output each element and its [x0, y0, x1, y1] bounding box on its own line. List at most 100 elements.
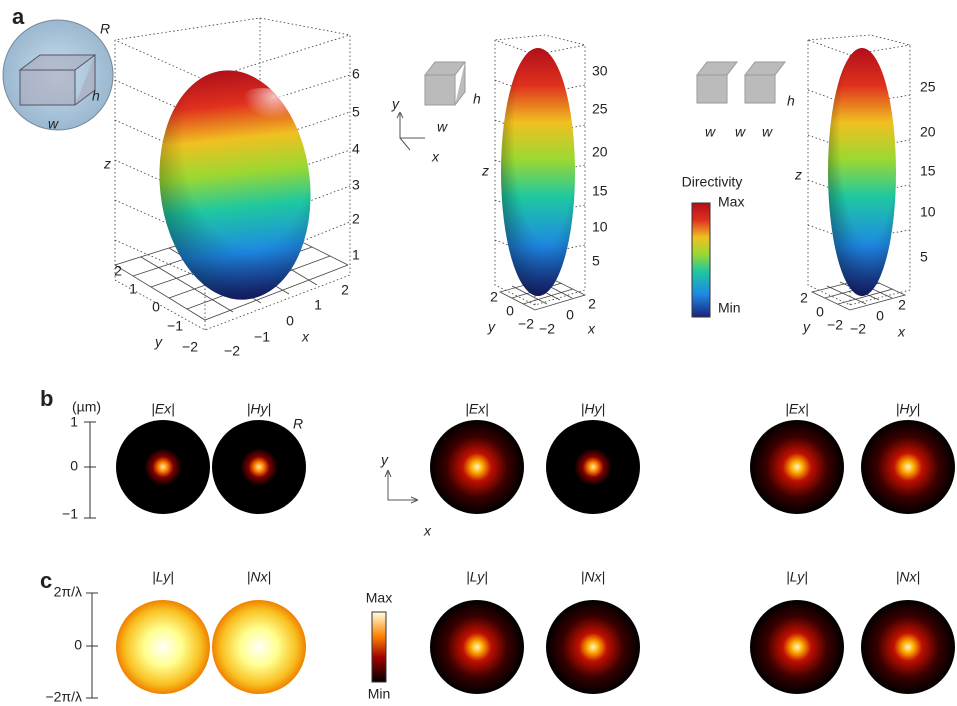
x-tick-label: −1 — [254, 329, 270, 345]
lobe-highlight — [232, 88, 292, 132]
y-axis-label: y — [802, 319, 811, 335]
field-title: |Hy| — [247, 401, 271, 417]
inset-waveguide — [425, 62, 465, 105]
y-tick-label: −2 — [182, 339, 198, 355]
coord-label: y — [391, 96, 400, 112]
y-tick-label: 0 — [152, 299, 160, 315]
field-map — [861, 420, 955, 514]
z-tick-label: 2 — [352, 211, 360, 227]
z-axis-label: z — [794, 167, 802, 183]
z-tick-label: 10 — [592, 219, 608, 235]
inset-label: w — [762, 124, 773, 140]
b-tick-label: 0 — [70, 458, 78, 474]
z-tick-label: 1 — [352, 247, 360, 263]
r-label: R — [293, 416, 303, 432]
coord-label: x — [431, 149, 440, 165]
field-map — [212, 420, 306, 514]
z-tick-label: 6 — [352, 66, 360, 82]
z-tick-label: 30 — [592, 63, 608, 79]
inset-label: w — [48, 116, 59, 132]
field-title: |Ex| — [151, 401, 175, 417]
z-tick-label: 20 — [592, 144, 608, 160]
farfield-map — [750, 600, 844, 694]
colorbar-max: Max — [366, 590, 392, 606]
inset-label: h — [92, 88, 100, 104]
x-tick-label: 1 — [314, 297, 322, 313]
field-title: |Ex| — [785, 401, 809, 417]
y-tick-label: 2 — [114, 263, 122, 279]
colorbar-min: Min — [368, 686, 391, 702]
x-tick-label: 2 — [341, 282, 349, 298]
x-axis-label: x — [897, 324, 906, 340]
y-tick-label: 2 — [490, 289, 498, 305]
colorbar-min: Min — [718, 300, 741, 316]
x-tick-label: −2 — [224, 343, 240, 359]
intensity-colorbar — [372, 612, 386, 682]
z-tick-label: 3 — [352, 177, 360, 193]
z-tick-label: 25 — [592, 101, 608, 117]
x-tick-label: −2 — [850, 321, 866, 337]
z-tick-label: 4 — [352, 141, 360, 157]
farfield-title: |Nx| — [896, 569, 920, 585]
farfield-title: |Ly| — [786, 569, 808, 585]
x-tick-label: −2 — [539, 321, 555, 337]
y-tick-label: −2 — [827, 317, 843, 333]
coord-axes — [385, 470, 418, 503]
inset-label: w — [735, 124, 746, 140]
colorbar-title: Directivity — [682, 174, 743, 190]
lobe-shading — [501, 48, 575, 296]
farfield-title: |Ly| — [152, 569, 174, 585]
colorbar-max: Max — [718, 194, 744, 210]
farfield-map — [116, 600, 210, 694]
field-map — [116, 420, 210, 514]
field-title: |Hy| — [581, 401, 605, 417]
farfield-map — [430, 600, 524, 694]
y-tick-label: 0 — [506, 303, 514, 319]
coord-axes — [397, 112, 425, 150]
z-tick-label: 10 — [920, 204, 936, 220]
coord-label: y — [380, 452, 389, 468]
farfield-map — [212, 600, 306, 694]
panel-label: a — [12, 4, 25, 29]
c-axis — [86, 593, 98, 698]
x-tick-label: 2 — [588, 296, 596, 312]
inset-label: w — [705, 124, 716, 140]
y-axis-label: y — [154, 334, 163, 350]
c-tick-label: −2π/λ — [45, 689, 82, 705]
x-axis-label: x — [301, 329, 310, 345]
y-axis-label: y — [487, 319, 496, 335]
y-tick-label: 0 — [816, 304, 824, 320]
b-tick-label: −1 — [62, 506, 78, 522]
x-tick-label: 0 — [286, 313, 294, 329]
panel-label: b — [40, 386, 53, 411]
farfield-title: |Ly| — [466, 569, 488, 585]
z-tick-label: 5 — [920, 249, 928, 265]
inset-label: w — [437, 119, 448, 135]
directivity-colorbar — [692, 203, 710, 317]
farfield-map — [861, 600, 955, 694]
y-tick-label: −1 — [167, 318, 183, 334]
z-axis-label: z — [103, 156, 111, 172]
lobe-shading — [828, 48, 896, 296]
coord-label: x — [423, 523, 432, 539]
z-tick-label: 15 — [592, 183, 608, 199]
b-axis — [84, 422, 96, 518]
unit-label: (µm) — [72, 399, 101, 415]
farfield-title: |Nx| — [581, 569, 605, 585]
inset-label: h — [787, 93, 795, 109]
x-axis-label: x — [587, 321, 596, 337]
z-tick-label: 25 — [920, 79, 936, 95]
lobe-shading — [148, 63, 321, 307]
field-map — [546, 420, 640, 514]
c-tick-label: 2π/λ — [54, 584, 82, 600]
z-tick-label: 15 — [920, 163, 936, 179]
b-tick-label: 1 — [70, 414, 78, 430]
farfield-map — [546, 600, 640, 694]
field-title: |Ex| — [465, 401, 489, 417]
y-tick-label: −2 — [518, 316, 534, 332]
farfield-title: |Nx| — [247, 569, 271, 585]
inset-waveguides — [697, 62, 785, 103]
y-tick-label: 1 — [129, 281, 137, 297]
field-title: |Hy| — [896, 401, 920, 417]
inset-label: h — [473, 91, 481, 107]
